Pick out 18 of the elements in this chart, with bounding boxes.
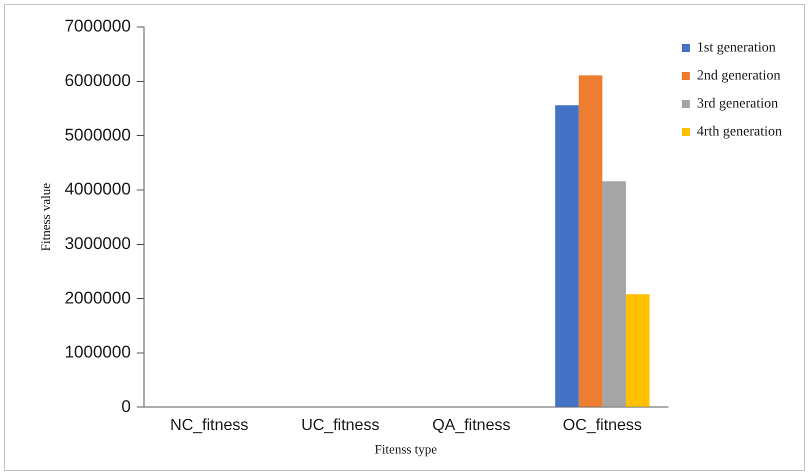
legend-label: 1st generation: [696, 40, 776, 56]
y-tick-label: 4000000: [64, 180, 131, 199]
x-tick-label: NC_fitness: [170, 417, 248, 434]
legend-label: 4rth generation: [696, 124, 782, 140]
y-tick-label: 2000000: [64, 288, 131, 308]
x-tick-label: QA_fitness: [432, 417, 510, 434]
legend-label: 3rd generation: [696, 96, 778, 112]
y-tick-label: 1000000: [64, 342, 131, 362]
legend-label: 2nd generation: [696, 68, 780, 84]
y-axis-title: Fitness value: [38, 182, 54, 252]
y-tick-label: 6000000: [64, 71, 131, 90]
y-tick-label: 5000000: [64, 125, 131, 144]
y-tick-label: 0: [121, 396, 131, 416]
x-tick-label: UC_fitness: [301, 417, 380, 434]
x-axis-title: Fitenss type: [374, 442, 438, 457]
x-tick-label: OC_fitness: [562, 417, 642, 434]
y-tick-label: 3000000: [64, 234, 131, 253]
y-tick-label: 7000000: [64, 16, 131, 36]
